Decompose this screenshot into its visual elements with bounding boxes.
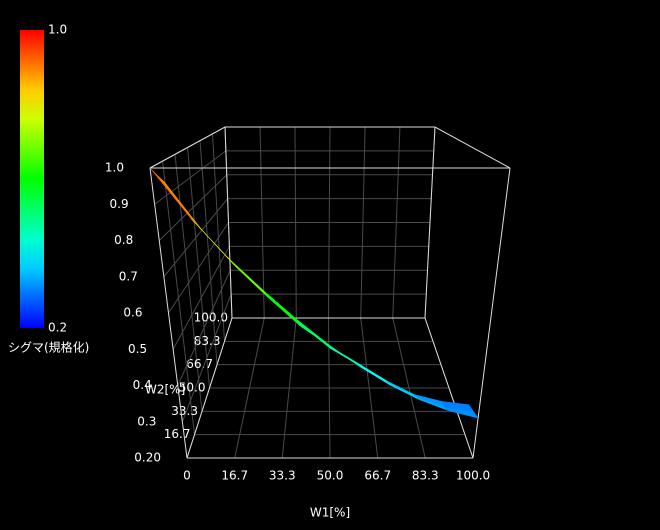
grid-line [154, 150, 227, 205]
x-axis-title: W1[%] [310, 506, 350, 520]
box-edge [424, 317, 474, 459]
box-edge [186, 317, 233, 459]
x-tick-label: 33.3 [269, 469, 296, 483]
y-tick-label: 66.7 [186, 357, 213, 371]
y-axis-title: W2[%] [145, 383, 185, 397]
colorbar-title: シグマ(規格化) [8, 340, 89, 355]
box-edge [434, 126, 511, 169]
surface-cell [444, 407, 479, 419]
grid-line [177, 270, 231, 386]
grid-line [168, 222, 229, 314]
z-tick-label: 0.5 [128, 342, 147, 356]
grid-line [158, 174, 228, 241]
colorbar-tick-label: 0.2 [48, 321, 67, 335]
z-tick-label: 0.20 [134, 451, 161, 465]
grid-line [163, 198, 229, 278]
z-tick-label: 0.8 [114, 233, 133, 247]
colorbar-tick-label: 1.0 [48, 23, 67, 37]
z-tick-label: 0.3 [137, 414, 156, 428]
grid-line [172, 246, 230, 350]
z-tick-label: 0.4 [133, 378, 152, 392]
y-tick-label: 83.3 [194, 334, 221, 348]
box-edge [424, 126, 436, 319]
y-tick-label: 50.0 [179, 381, 206, 395]
x-tick-label: 100.0 [456, 469, 490, 483]
colorbar [20, 30, 44, 328]
x-tick-label: 83.3 [412, 469, 439, 483]
box-edge [224, 126, 233, 319]
z-tick-label: 0.6 [123, 306, 142, 320]
y-tick-label: 16.7 [164, 427, 191, 441]
grid-line [181, 293, 232, 422]
x-tick-label: 66.7 [364, 469, 391, 483]
box-edge [149, 167, 188, 459]
box-edge [149, 126, 226, 169]
y-tick-label: 100.0 [194, 311, 228, 325]
box-edge [472, 167, 511, 459]
x-tick-label: 50.0 [317, 469, 344, 483]
y-tick-label: 33.3 [171, 404, 198, 418]
z-tick-label: 0.9 [110, 197, 129, 211]
z-tick-label: 1.0 [105, 161, 124, 175]
x-tick-label: 16.7 [221, 469, 248, 483]
x-tick-label: 0 [183, 469, 191, 483]
z-tick-label: 0.7 [119, 269, 138, 283]
